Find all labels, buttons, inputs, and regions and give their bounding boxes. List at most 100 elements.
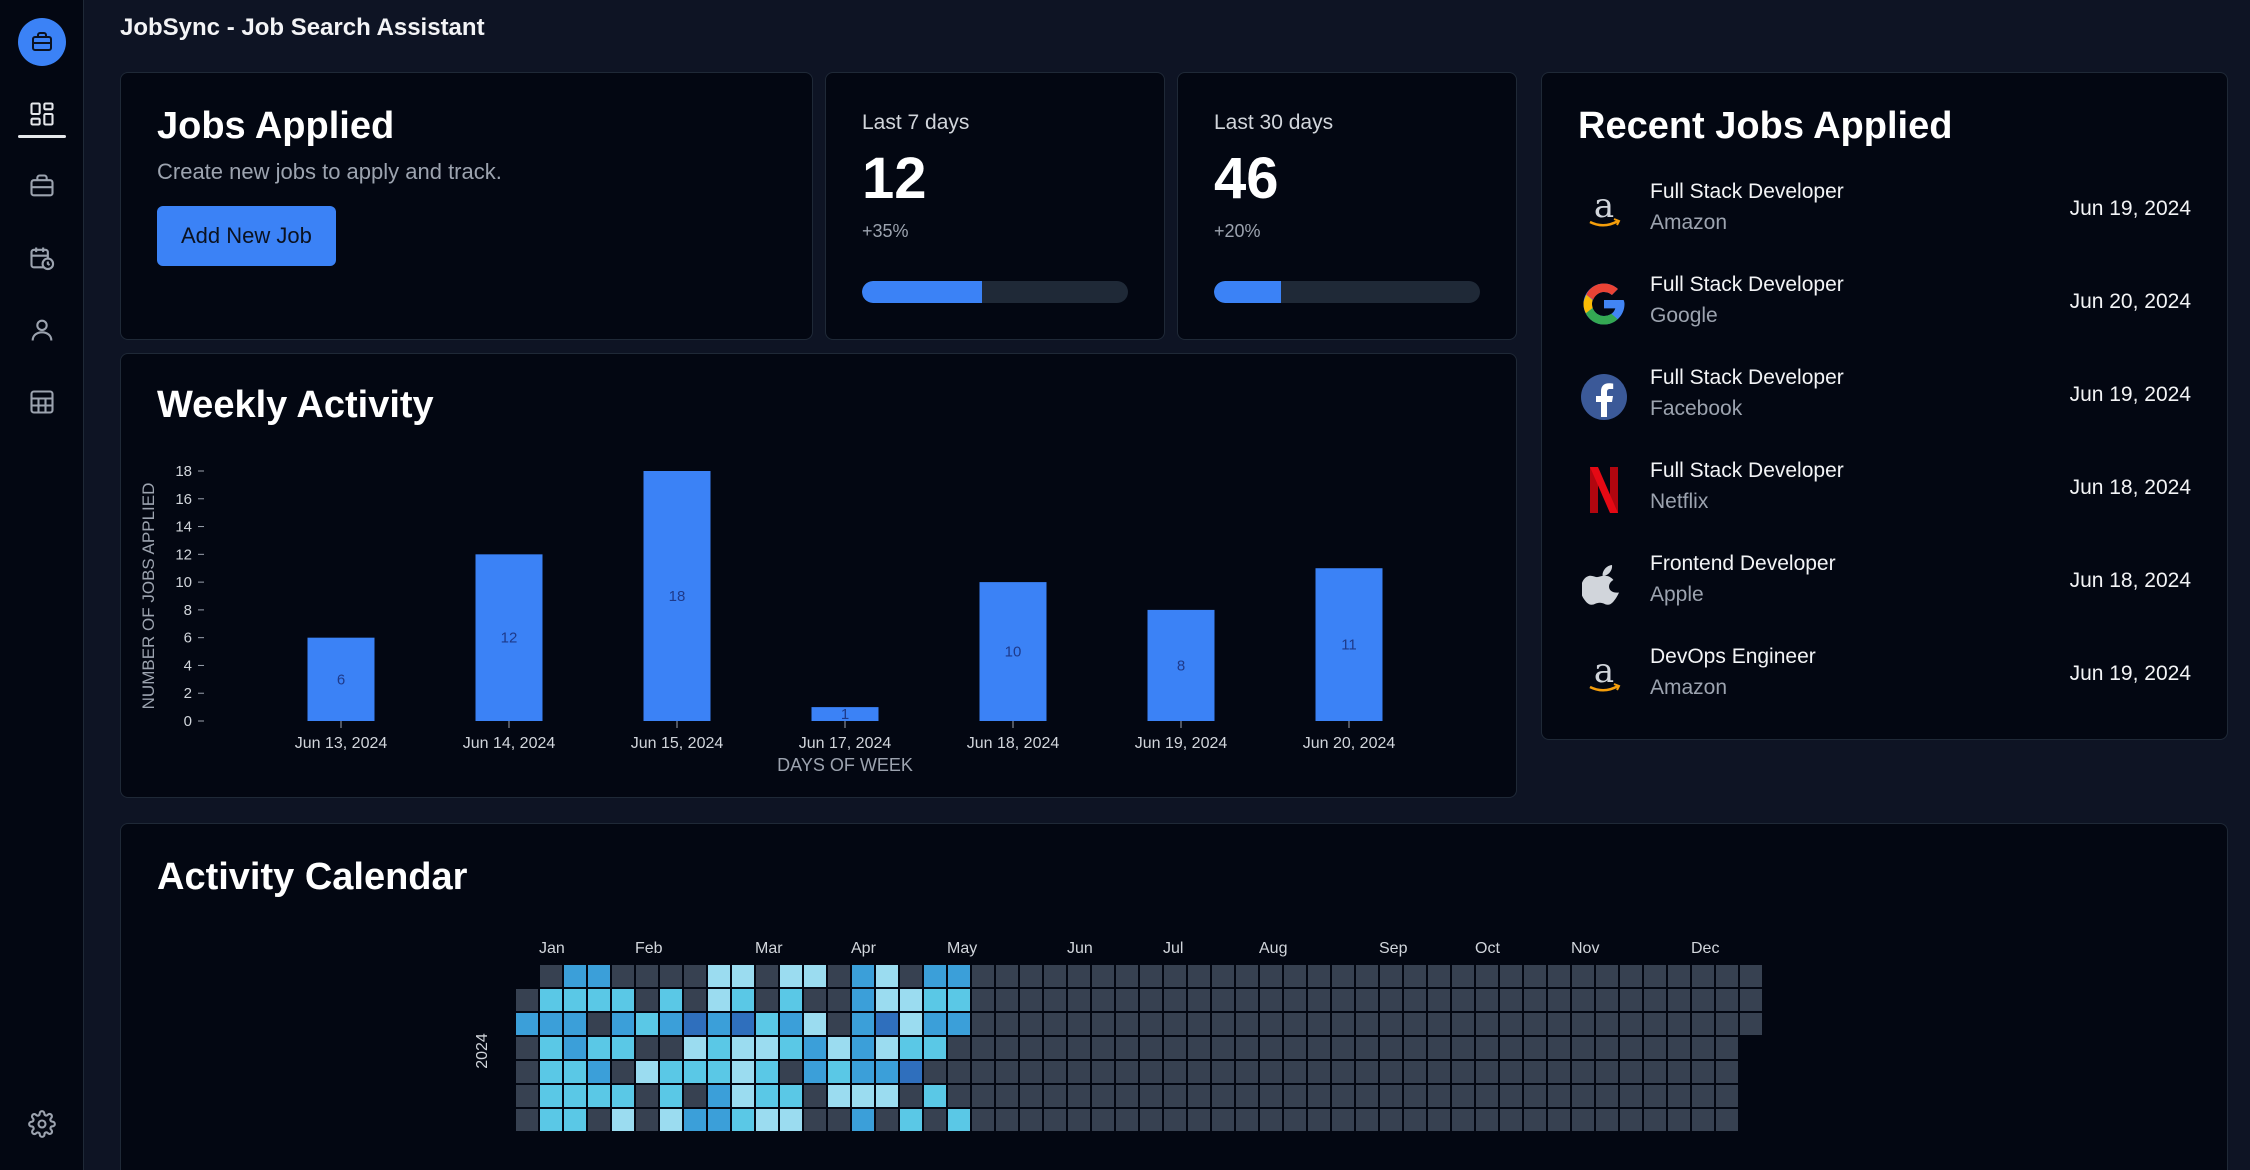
nav-dashboard[interactable]	[18, 90, 66, 138]
calendar-day-cell[interactable]	[1716, 1037, 1738, 1059]
calendar-day-cell[interactable]	[1692, 1037, 1714, 1059]
calendar-day-cell[interactable]	[1668, 1013, 1690, 1035]
calendar-day-cell[interactable]	[660, 989, 682, 1011]
calendar-day-cell[interactable]	[1572, 965, 1594, 987]
calendar-day-cell[interactable]	[1500, 1085, 1522, 1107]
calendar-day-cell[interactable]	[1500, 1109, 1522, 1131]
calendar-day-cell[interactable]	[1308, 1037, 1330, 1059]
nav-activities[interactable]	[18, 234, 66, 282]
calendar-day-cell[interactable]	[1164, 1061, 1186, 1083]
calendar-day-cell[interactable]	[588, 989, 610, 1011]
calendar-day-cell[interactable]	[1524, 1085, 1546, 1107]
calendar-day-cell[interactable]	[636, 965, 658, 987]
calendar-day-cell[interactable]	[1692, 989, 1714, 1011]
calendar-day-cell[interactable]	[1740, 965, 1762, 987]
calendar-day-cell[interactable]	[948, 1109, 970, 1131]
calendar-day-cell[interactable]	[1164, 1109, 1186, 1131]
calendar-day-cell[interactable]	[876, 1037, 898, 1059]
calendar-day-cell[interactable]	[1524, 989, 1546, 1011]
calendar-day-cell[interactable]	[996, 1037, 1018, 1059]
calendar-day-cell[interactable]	[1212, 1037, 1234, 1059]
calendar-day-cell[interactable]	[1692, 1085, 1714, 1107]
calendar-day-cell[interactable]	[660, 1085, 682, 1107]
calendar-day-cell[interactable]	[684, 989, 706, 1011]
calendar-day-cell[interactable]	[1620, 1037, 1642, 1059]
calendar-day-cell[interactable]	[1140, 1085, 1162, 1107]
calendar-day-cell[interactable]	[1308, 1013, 1330, 1035]
calendar-day-cell[interactable]	[612, 1013, 634, 1035]
calendar-day-cell[interactable]	[1140, 989, 1162, 1011]
calendar-day-cell[interactable]	[1668, 1109, 1690, 1131]
calendar-day-cell[interactable]	[1716, 965, 1738, 987]
calendar-day-cell[interactable]	[1284, 1037, 1306, 1059]
nav-settings[interactable]	[18, 1100, 66, 1148]
calendar-day-cell[interactable]	[1356, 989, 1378, 1011]
calendar-day-cell[interactable]	[1236, 1085, 1258, 1107]
calendar-day-cell[interactable]	[804, 1037, 826, 1059]
calendar-day-cell[interactable]	[1212, 965, 1234, 987]
calendar-day-cell[interactable]	[900, 1061, 922, 1083]
calendar-day-cell[interactable]	[564, 1013, 586, 1035]
calendar-day-cell[interactable]	[1644, 1037, 1666, 1059]
calendar-day-cell[interactable]	[1380, 1061, 1402, 1083]
calendar-day-cell[interactable]	[564, 989, 586, 1011]
calendar-day-cell[interactable]	[1452, 1109, 1474, 1131]
calendar-day-cell[interactable]	[1116, 1013, 1138, 1035]
calendar-day-cell[interactable]	[780, 1109, 802, 1131]
calendar-day-cell[interactable]	[1140, 1013, 1162, 1035]
calendar-day-cell[interactable]	[972, 1061, 994, 1083]
calendar-day-cell[interactable]	[1428, 965, 1450, 987]
calendar-day-cell[interactable]	[732, 1109, 754, 1131]
calendar-day-cell[interactable]	[1140, 1061, 1162, 1083]
calendar-day-cell[interactable]	[588, 1037, 610, 1059]
calendar-day-cell[interactable]	[1476, 989, 1498, 1011]
calendar-day-cell[interactable]	[852, 1037, 874, 1059]
calendar-day-cell[interactable]	[1308, 989, 1330, 1011]
calendar-day-cell[interactable]	[1404, 1061, 1426, 1083]
calendar-day-cell[interactable]	[1332, 1061, 1354, 1083]
calendar-day-cell[interactable]	[756, 1037, 778, 1059]
calendar-day-cell[interactable]	[948, 1085, 970, 1107]
calendar-day-cell[interactable]	[780, 965, 802, 987]
calendar-day-cell[interactable]	[1188, 1013, 1210, 1035]
calendar-day-cell[interactable]	[1476, 1061, 1498, 1083]
calendar-day-cell[interactable]	[1332, 989, 1354, 1011]
calendar-day-cell[interactable]	[1596, 1061, 1618, 1083]
calendar-day-cell[interactable]	[708, 1037, 730, 1059]
calendar-day-cell[interactable]	[636, 1013, 658, 1035]
calendar-day-cell[interactable]	[852, 1061, 874, 1083]
calendar-day-cell[interactable]	[1572, 1109, 1594, 1131]
calendar-day-cell[interactable]	[924, 1013, 946, 1035]
calendar-day-cell[interactable]	[1572, 1061, 1594, 1083]
calendar-day-cell[interactable]	[756, 989, 778, 1011]
calendar-day-cell[interactable]	[684, 1013, 706, 1035]
calendar-day-cell[interactable]	[1284, 1085, 1306, 1107]
calendar-day-cell[interactable]	[972, 989, 994, 1011]
calendar-day-cell[interactable]	[1428, 1061, 1450, 1083]
calendar-day-cell[interactable]	[1236, 989, 1258, 1011]
calendar-day-cell[interactable]	[948, 1013, 970, 1035]
calendar-day-cell[interactable]	[876, 1013, 898, 1035]
calendar-day-cell[interactable]	[1596, 1037, 1618, 1059]
calendar-day-cell[interactable]	[1620, 1061, 1642, 1083]
calendar-day-cell[interactable]	[1164, 1085, 1186, 1107]
calendar-day-cell[interactable]	[1428, 989, 1450, 1011]
calendar-day-cell[interactable]	[972, 965, 994, 987]
calendar-day-cell[interactable]	[1404, 1013, 1426, 1035]
calendar-day-cell[interactable]	[1740, 1013, 1762, 1035]
calendar-day-cell[interactable]	[516, 1085, 538, 1107]
calendar-day-cell[interactable]	[612, 1109, 634, 1131]
calendar-day-cell[interactable]	[1644, 1013, 1666, 1035]
calendar-day-cell[interactable]	[1068, 1085, 1090, 1107]
calendar-day-cell[interactable]	[948, 1061, 970, 1083]
calendar-day-cell[interactable]	[1188, 1109, 1210, 1131]
calendar-day-cell[interactable]	[732, 989, 754, 1011]
calendar-day-cell[interactable]	[1068, 965, 1090, 987]
calendar-day-cell[interactable]	[1140, 1109, 1162, 1131]
calendar-day-cell[interactable]	[1548, 965, 1570, 987]
calendar-day-cell[interactable]	[1476, 1037, 1498, 1059]
calendar-day-cell[interactable]	[540, 1037, 562, 1059]
calendar-day-cell[interactable]	[1116, 1109, 1138, 1131]
calendar-day-cell[interactable]	[900, 989, 922, 1011]
calendar-day-cell[interactable]	[612, 965, 634, 987]
